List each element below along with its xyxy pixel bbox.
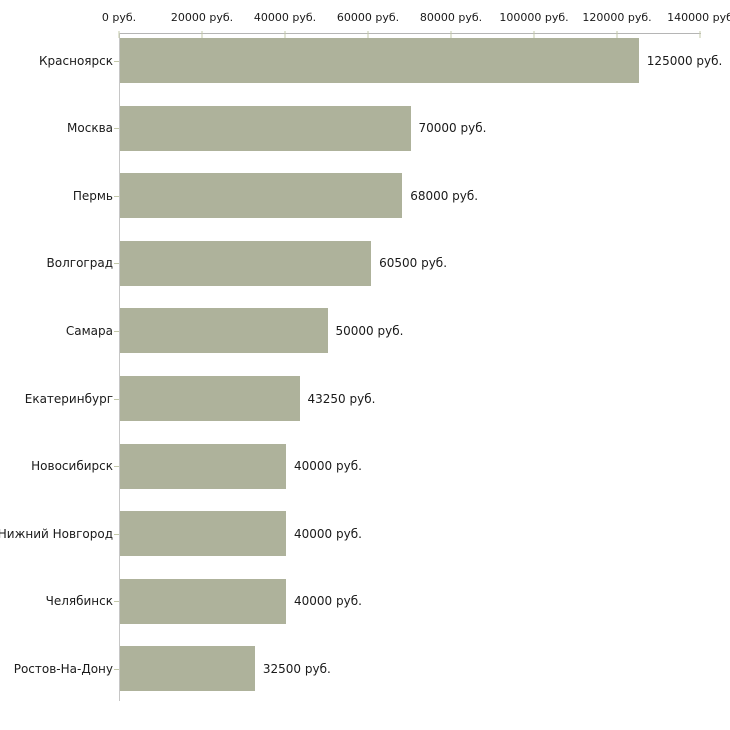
x-axis-tick	[284, 31, 286, 38]
bar	[120, 443, 286, 489]
bar-row: Москва 70000 руб.	[0, 105, 730, 151]
category-label: Новосибирск	[31, 459, 113, 474]
y-axis-tick	[114, 398, 119, 400]
y-axis-tick	[114, 60, 119, 62]
value-label: 32500 руб.	[262, 661, 331, 676]
value-label: 60500 руб.	[379, 256, 448, 271]
bar	[120, 511, 286, 557]
value-label: 43250 руб.	[307, 391, 376, 406]
x-axis-tick	[699, 31, 701, 38]
category-label: Нижний Новгород	[0, 526, 113, 541]
value-label: 68000 руб.	[410, 188, 479, 203]
category-label: Пермь	[72, 188, 113, 203]
value-label: 125000 руб.	[646, 53, 723, 68]
y-axis-tick	[114, 128, 119, 130]
y-axis-tick	[114, 533, 119, 535]
x-axis-tick-label: 20000 руб.	[170, 11, 234, 24]
bar-row: Новосибирск 40000 руб.	[0, 443, 730, 489]
x-axis-tick	[533, 31, 535, 38]
x-axis-tick-label: 60000 руб.	[336, 11, 400, 24]
bar	[120, 105, 411, 151]
y-axis-tick	[114, 330, 119, 332]
y-axis-tick	[114, 601, 119, 603]
category-label: Ростов-На-Дону	[13, 661, 113, 676]
y-axis-tick	[114, 668, 119, 670]
category-label: Екатеринбург	[24, 391, 113, 406]
bar	[120, 646, 255, 692]
bar-row: Волгоград 60500 руб.	[0, 240, 730, 286]
value-label: 40000 руб.	[294, 594, 362, 609]
bar-row: Екатеринбург 43250 руб.	[0, 376, 730, 421]
y-axis-tick	[114, 263, 119, 265]
category-label: Челябинск	[45, 594, 113, 609]
y-axis-tick	[114, 195, 119, 197]
y-axis-line	[119, 33, 120, 701]
x-axis-tick	[450, 31, 452, 38]
bar-row: Пермь 68000 руб.	[0, 173, 730, 219]
bar	[120, 173, 403, 219]
bar-row: Ростов-На-Дону 32500 руб.	[0, 646, 730, 692]
bar	[120, 308, 328, 354]
value-label: 50000 руб.	[335, 323, 404, 338]
value-label: 70000 руб.	[418, 121, 487, 136]
category-label: Волгоград	[46, 256, 113, 271]
bar	[120, 376, 300, 421]
bar-row: Челябинск 40000 руб.	[0, 578, 730, 624]
category-label: Москва	[67, 121, 113, 136]
bar-row: Красноярск 125000 руб.	[0, 38, 730, 83]
value-label: 40000 руб.	[294, 526, 362, 541]
x-axis-tick	[616, 31, 618, 38]
bar	[120, 240, 372, 286]
x-axis-tick	[118, 31, 120, 38]
bar	[120, 38, 639, 83]
bar	[120, 578, 286, 624]
bar-row: Самара 50000 руб.	[0, 308, 730, 354]
category-label: Красноярск	[39, 53, 113, 68]
x-axis-tick-label: 0 руб.	[101, 11, 137, 24]
value-label: 40000 руб.	[294, 459, 362, 474]
x-axis-line	[119, 33, 701, 34]
y-axis-tick	[114, 466, 119, 468]
x-axis-tick	[201, 31, 203, 38]
x-axis-tick-label: 40000 руб.	[253, 11, 317, 24]
x-axis-tick-label: 140000 руб	[667, 11, 730, 24]
x-axis-tick-label: 80000 руб.	[419, 11, 483, 24]
x-axis-tick-label: 100000 руб.	[499, 11, 569, 24]
category-label: Самара	[65, 323, 113, 338]
x-axis-tick	[367, 31, 369, 38]
x-axis-tick-label: 120000 руб.	[582, 11, 652, 24]
bar-row: Нижний Новгород 40000 руб.	[0, 511, 730, 557]
